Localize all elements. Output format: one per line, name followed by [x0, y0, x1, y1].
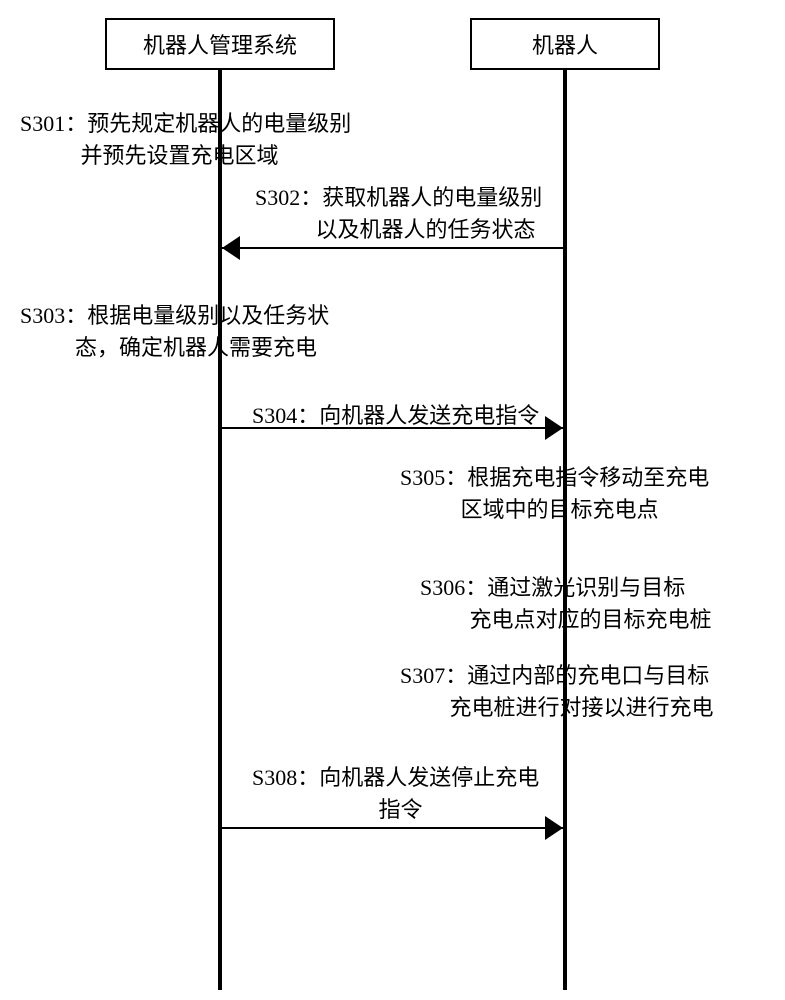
step-s305-label: S305：根据充电指令移动至充电 区域中的目标充电点	[400, 462, 709, 526]
participant-robot: 机器人	[470, 18, 660, 70]
step-s306-label: S306：通过激光识别与目标 充电点对应的目标充电桩	[420, 572, 712, 636]
participant-robot-label: 机器人	[532, 28, 598, 60]
step-s303-label: S303：根据电量级别以及任务状 态，确定机器人需要充电	[20, 300, 329, 364]
lifeline-robot	[563, 70, 567, 990]
arrow-s302	[206, 232, 579, 264]
participant-system-label: 机器人管理系统	[143, 28, 297, 60]
lifeline-system	[218, 70, 222, 990]
step-s301-label: S301：预先规定机器人的电量级别 并预先设置充电区域	[20, 108, 351, 172]
arrow-s304	[206, 412, 579, 444]
step-s307-label: S307：通过内部的充电口与目标 充电桩进行对接以进行充电	[400, 660, 714, 724]
sequence-diagram: 机器人管理系统 机器人 S301：预先规定机器人的电量级别 并预先设置充电区域 …	[0, 0, 785, 1000]
arrow-s308	[206, 812, 579, 844]
participant-system: 机器人管理系统	[105, 18, 335, 70]
